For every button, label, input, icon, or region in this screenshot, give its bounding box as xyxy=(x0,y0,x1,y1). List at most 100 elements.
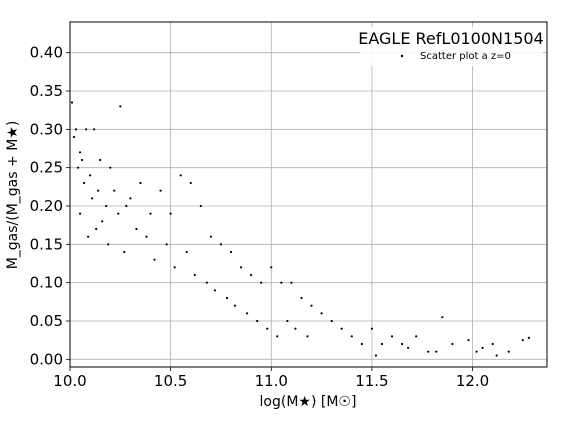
data-point xyxy=(441,316,444,319)
plot-area xyxy=(70,22,547,367)
y-tick-label: 0.25 xyxy=(30,159,63,177)
data-point xyxy=(95,227,98,231)
data-point xyxy=(93,128,96,131)
axis-ticks: 10.0 10.5 11.0 11.5 12.0 0.00 0.05 0.10 0.15 0.20… xyxy=(30,44,490,390)
data-point xyxy=(407,346,410,349)
legend: EAGLE RefL0100N1504 Scatter plot a z=0 xyxy=(358,27,544,66)
data-point xyxy=(415,335,418,338)
data-point xyxy=(256,319,259,323)
data-point xyxy=(165,243,168,246)
data-point xyxy=(91,197,94,200)
data-point xyxy=(400,342,404,346)
legend-box xyxy=(360,27,543,66)
y-tick-label: 0.20 xyxy=(30,197,63,215)
data-point xyxy=(105,204,108,208)
data-point xyxy=(360,342,363,346)
data-point xyxy=(507,350,510,353)
data-point xyxy=(89,174,92,177)
data-point xyxy=(219,243,223,246)
data-point xyxy=(350,335,353,338)
data-point xyxy=(87,235,90,238)
data-point xyxy=(169,212,172,215)
data-point xyxy=(139,181,142,185)
grid-lines xyxy=(69,22,547,367)
data-point xyxy=(189,181,192,185)
data-point xyxy=(467,339,470,342)
data-point xyxy=(246,312,249,315)
data-point xyxy=(229,250,233,254)
legend-entry: Scatter plot a z=0 xyxy=(420,51,511,62)
data-points xyxy=(70,101,530,357)
data-point xyxy=(179,174,182,177)
data-point xyxy=(239,266,243,269)
data-point xyxy=(70,101,74,104)
data-point xyxy=(213,289,217,292)
data-point xyxy=(82,181,86,185)
y-axis-label: M_gas/(M_gas + M★) xyxy=(5,121,21,270)
data-point xyxy=(527,336,530,339)
data-point xyxy=(451,342,454,346)
data-point xyxy=(129,197,132,200)
data-point xyxy=(495,354,498,357)
data-point xyxy=(280,281,283,284)
data-point xyxy=(250,273,253,277)
data-point xyxy=(99,158,102,162)
data-point xyxy=(78,212,82,215)
x-tick-label: 11.0 xyxy=(255,372,288,390)
data-point xyxy=(145,235,148,238)
data-point xyxy=(294,327,297,330)
data-point xyxy=(119,105,122,108)
data-point xyxy=(427,350,430,353)
data-point xyxy=(300,296,303,300)
data-point xyxy=(123,250,126,254)
y-tick-label: 0.40 xyxy=(30,44,63,62)
data-point xyxy=(80,158,84,162)
plot-frame xyxy=(69,21,548,368)
data-point xyxy=(74,128,78,131)
data-point xyxy=(270,266,273,269)
data-point xyxy=(205,281,208,284)
data-point xyxy=(78,151,82,154)
x-tick-label: 10.5 xyxy=(154,372,187,390)
y-tick-label: 0.30 xyxy=(30,120,63,138)
data-point xyxy=(320,312,323,315)
y-tick-label: 0.10 xyxy=(30,274,63,292)
data-point xyxy=(149,212,152,215)
data-point xyxy=(290,281,293,284)
data-point xyxy=(97,189,100,192)
data-point xyxy=(107,243,110,246)
data-point xyxy=(153,258,156,261)
data-point xyxy=(109,166,112,169)
data-point xyxy=(101,220,104,223)
data-point xyxy=(173,266,176,269)
data-point xyxy=(276,335,279,338)
y-tick-label: 0.15 xyxy=(30,235,63,253)
data-point xyxy=(113,189,116,192)
data-point xyxy=(185,250,188,254)
data-point xyxy=(306,335,309,338)
data-point xyxy=(209,235,212,238)
x-tick-label: 10.0 xyxy=(53,372,86,390)
y-tick-label: 0.00 xyxy=(30,350,63,368)
y-tick-label: 0.05 xyxy=(30,312,63,330)
data-point xyxy=(521,339,524,342)
data-point xyxy=(125,204,128,208)
data-point xyxy=(330,319,333,323)
data-point xyxy=(266,327,269,330)
chart-title: EAGLE RefL0100N1504 xyxy=(358,29,543,48)
data-point xyxy=(233,304,237,307)
data-point xyxy=(390,335,394,338)
data-point xyxy=(76,166,80,169)
x-tick-label: 11.5 xyxy=(355,372,388,390)
data-point xyxy=(370,327,373,330)
legend-marker xyxy=(400,54,404,58)
data-point xyxy=(380,342,384,346)
data-point xyxy=(72,135,76,139)
data-point xyxy=(225,296,229,300)
data-point xyxy=(340,327,343,330)
data-point xyxy=(193,273,196,277)
data-point xyxy=(117,212,120,215)
data-point xyxy=(260,281,263,284)
data-point xyxy=(310,304,313,307)
